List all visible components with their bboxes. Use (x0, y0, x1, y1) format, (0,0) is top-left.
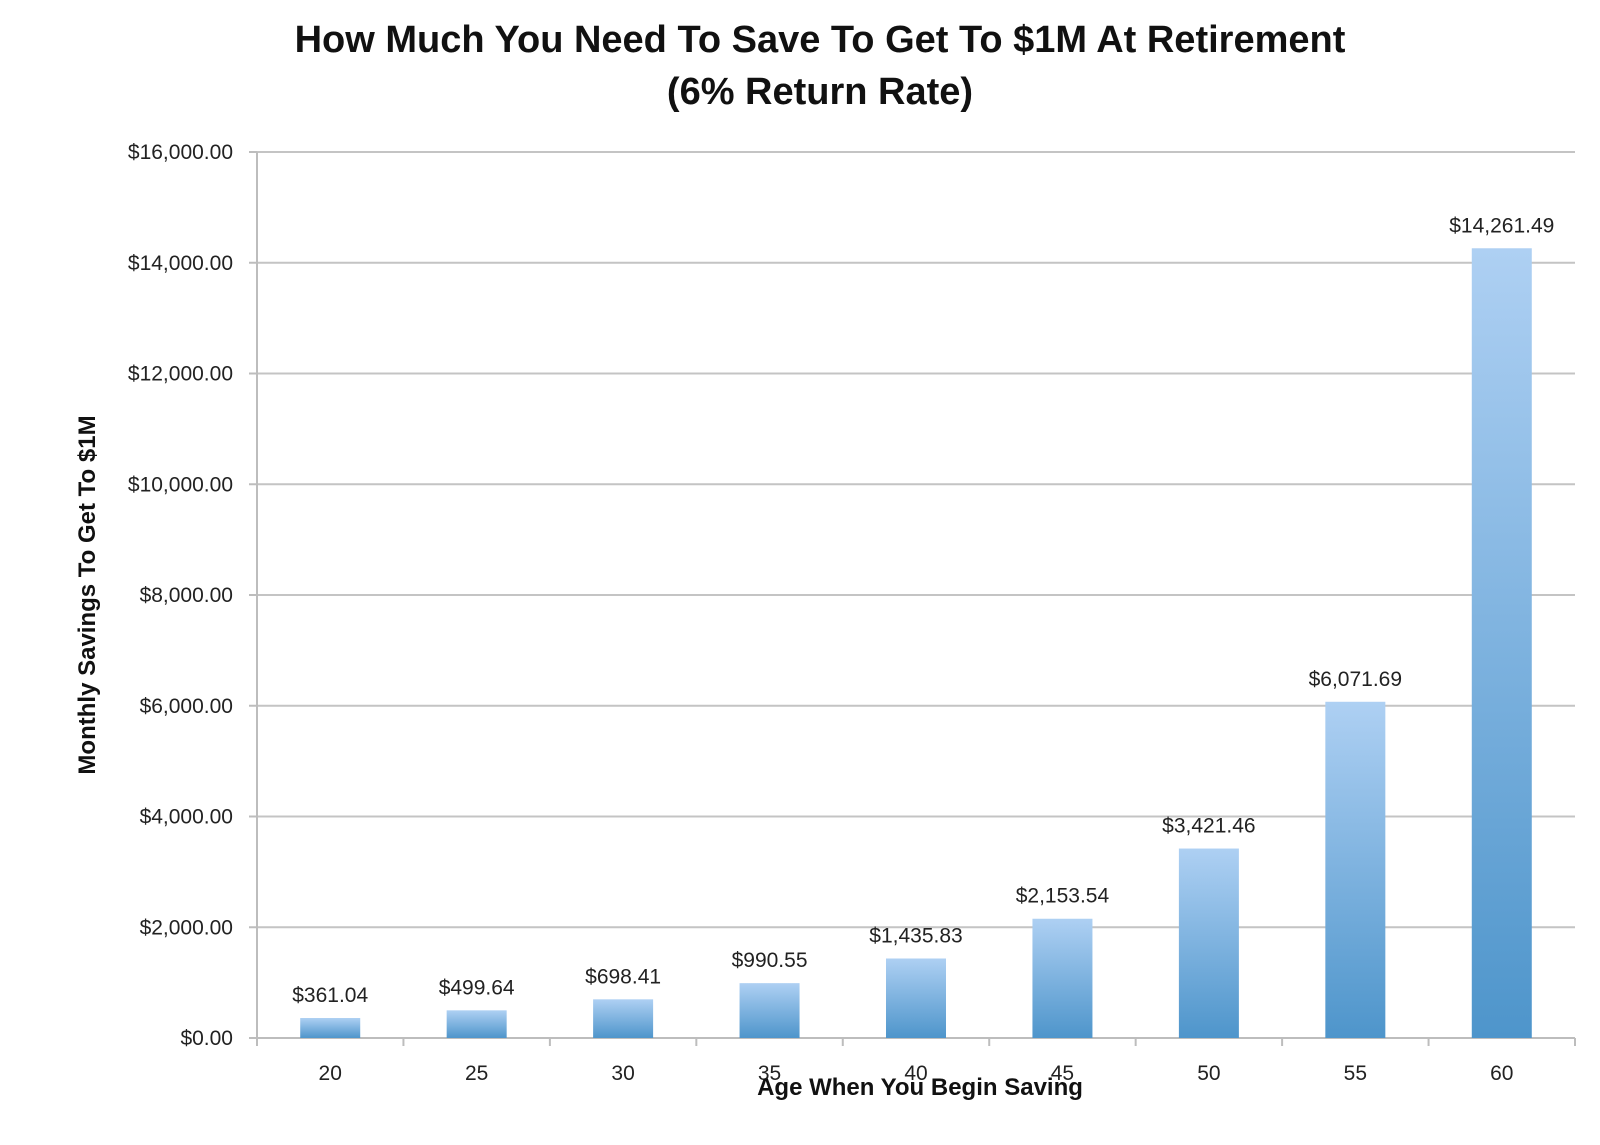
x-axis-title: Age When You Begin Saving (757, 1074, 1083, 1101)
data-label: $1,435.83 (869, 924, 962, 947)
chart-title: How Much You Need To Save To Get To $1M … (294, 19, 1346, 61)
y-axis-title: Monthly Savings To Get To $1M (74, 415, 101, 774)
x-tick-label: 60 (1490, 1062, 1513, 1085)
bar-age-25 (446, 1010, 507, 1038)
data-label: $2,153.54 (1016, 885, 1110, 908)
bar-age-40 (886, 958, 946, 1038)
data-label: $990.55 (732, 949, 808, 972)
labels: $0.00 $2,000.00 $4,000.00 $6,000.00 $8,000.0… (128, 141, 1554, 1085)
x-tick-label: 45 (1051, 1062, 1074, 1085)
chart-subtitle: (6% Return Rate) (666, 71, 974, 113)
data-label: $698.41 (585, 965, 661, 988)
data-label: $499.64 (439, 976, 515, 999)
y-tick-label: $6,000.00 (140, 695, 233, 718)
data-label: $3,421.46 (1162, 815, 1255, 838)
bar-age-55 (1325, 701, 1386, 1038)
y-tick-label: $2,000.00 (140, 916, 233, 939)
bars (300, 248, 1532, 1038)
x-tick-label: 40 (904, 1062, 927, 1085)
x-tick-label: 50 (1197, 1062, 1220, 1085)
chart-title-block: How Much You Need To Save To Get To $1M … (0, 14, 1600, 118)
data-label: $14,261.49 (1449, 214, 1554, 237)
x-tick-label: 25 (465, 1062, 488, 1085)
x-tick-label: 35 (758, 1062, 781, 1085)
y-tick-label: $0.00 (180, 1027, 233, 1050)
data-label: $361.04 (292, 984, 368, 1007)
bar-age-35 (739, 983, 800, 1038)
y-tick-label: $10,000.00 (128, 473, 233, 496)
data-label: $6,071.69 (1309, 668, 1402, 691)
bar-age-30 (593, 999, 654, 1038)
bar-age-60 (1471, 248, 1532, 1038)
x-tick-label: 30 (611, 1062, 634, 1085)
y-tick-label: $8,000.00 (140, 584, 233, 607)
x-tick-label: 55 (1344, 1062, 1367, 1085)
y-tick-label: $14,000.00 (128, 252, 233, 275)
y-tick-label: $4,000.00 (140, 806, 233, 829)
x-tick-label: 20 (319, 1062, 342, 1085)
bar-age-45 (1032, 918, 1093, 1038)
y-tick-label: $16,000.00 (128, 141, 233, 164)
y-tick-label: $12,000.00 (128, 363, 233, 386)
bar-age-50 (1178, 848, 1239, 1038)
gridlines (257, 151, 1575, 929)
bar-age-20 (300, 1018, 361, 1038)
